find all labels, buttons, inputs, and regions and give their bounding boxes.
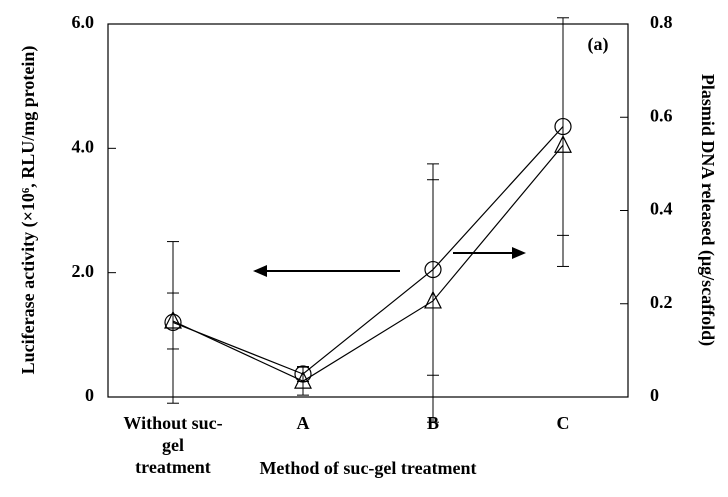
x-tick-label: B bbox=[426, 413, 439, 433]
y2-axis-title: Plasmid DNA released (μg/scaffold) bbox=[697, 74, 718, 346]
x-tick-label: C bbox=[556, 413, 570, 433]
y-tick-label: 2.0 bbox=[72, 261, 95, 281]
y2-tick-label: 0.2 bbox=[650, 292, 673, 312]
marker bbox=[424, 290, 442, 309]
x-tick-label: A bbox=[296, 413, 310, 433]
series-line bbox=[172, 126, 564, 375]
series-line bbox=[172, 144, 564, 382]
error-bar bbox=[427, 179, 439, 423]
y2-tick-label: 0.8 bbox=[650, 12, 673, 32]
marker bbox=[164, 310, 182, 329]
y2-tick-label: 0.6 bbox=[650, 105, 673, 125]
right-arrow bbox=[453, 247, 526, 259]
y-tick-label: 4.0 bbox=[72, 136, 95, 156]
y-tick-label: 0 bbox=[85, 385, 94, 405]
marker bbox=[554, 134, 572, 153]
x-axis-title: Method of suc-gel treatment bbox=[259, 458, 476, 478]
x-tick-label: Without suc-gel treatment bbox=[123, 413, 223, 477]
error-bar bbox=[557, 23, 569, 267]
y2-tick-label: 0.4 bbox=[650, 199, 673, 219]
error-bar bbox=[167, 292, 179, 350]
marker bbox=[294, 370, 312, 389]
y-tick-label: 6.0 bbox=[72, 12, 95, 32]
left-arrow bbox=[253, 265, 400, 277]
y2-tick-label: 0 bbox=[650, 385, 659, 405]
y-axis-title: Luciferase activity (×10⁶, RLU/mg protei… bbox=[18, 46, 39, 375]
annotation: (a) bbox=[588, 34, 609, 55]
